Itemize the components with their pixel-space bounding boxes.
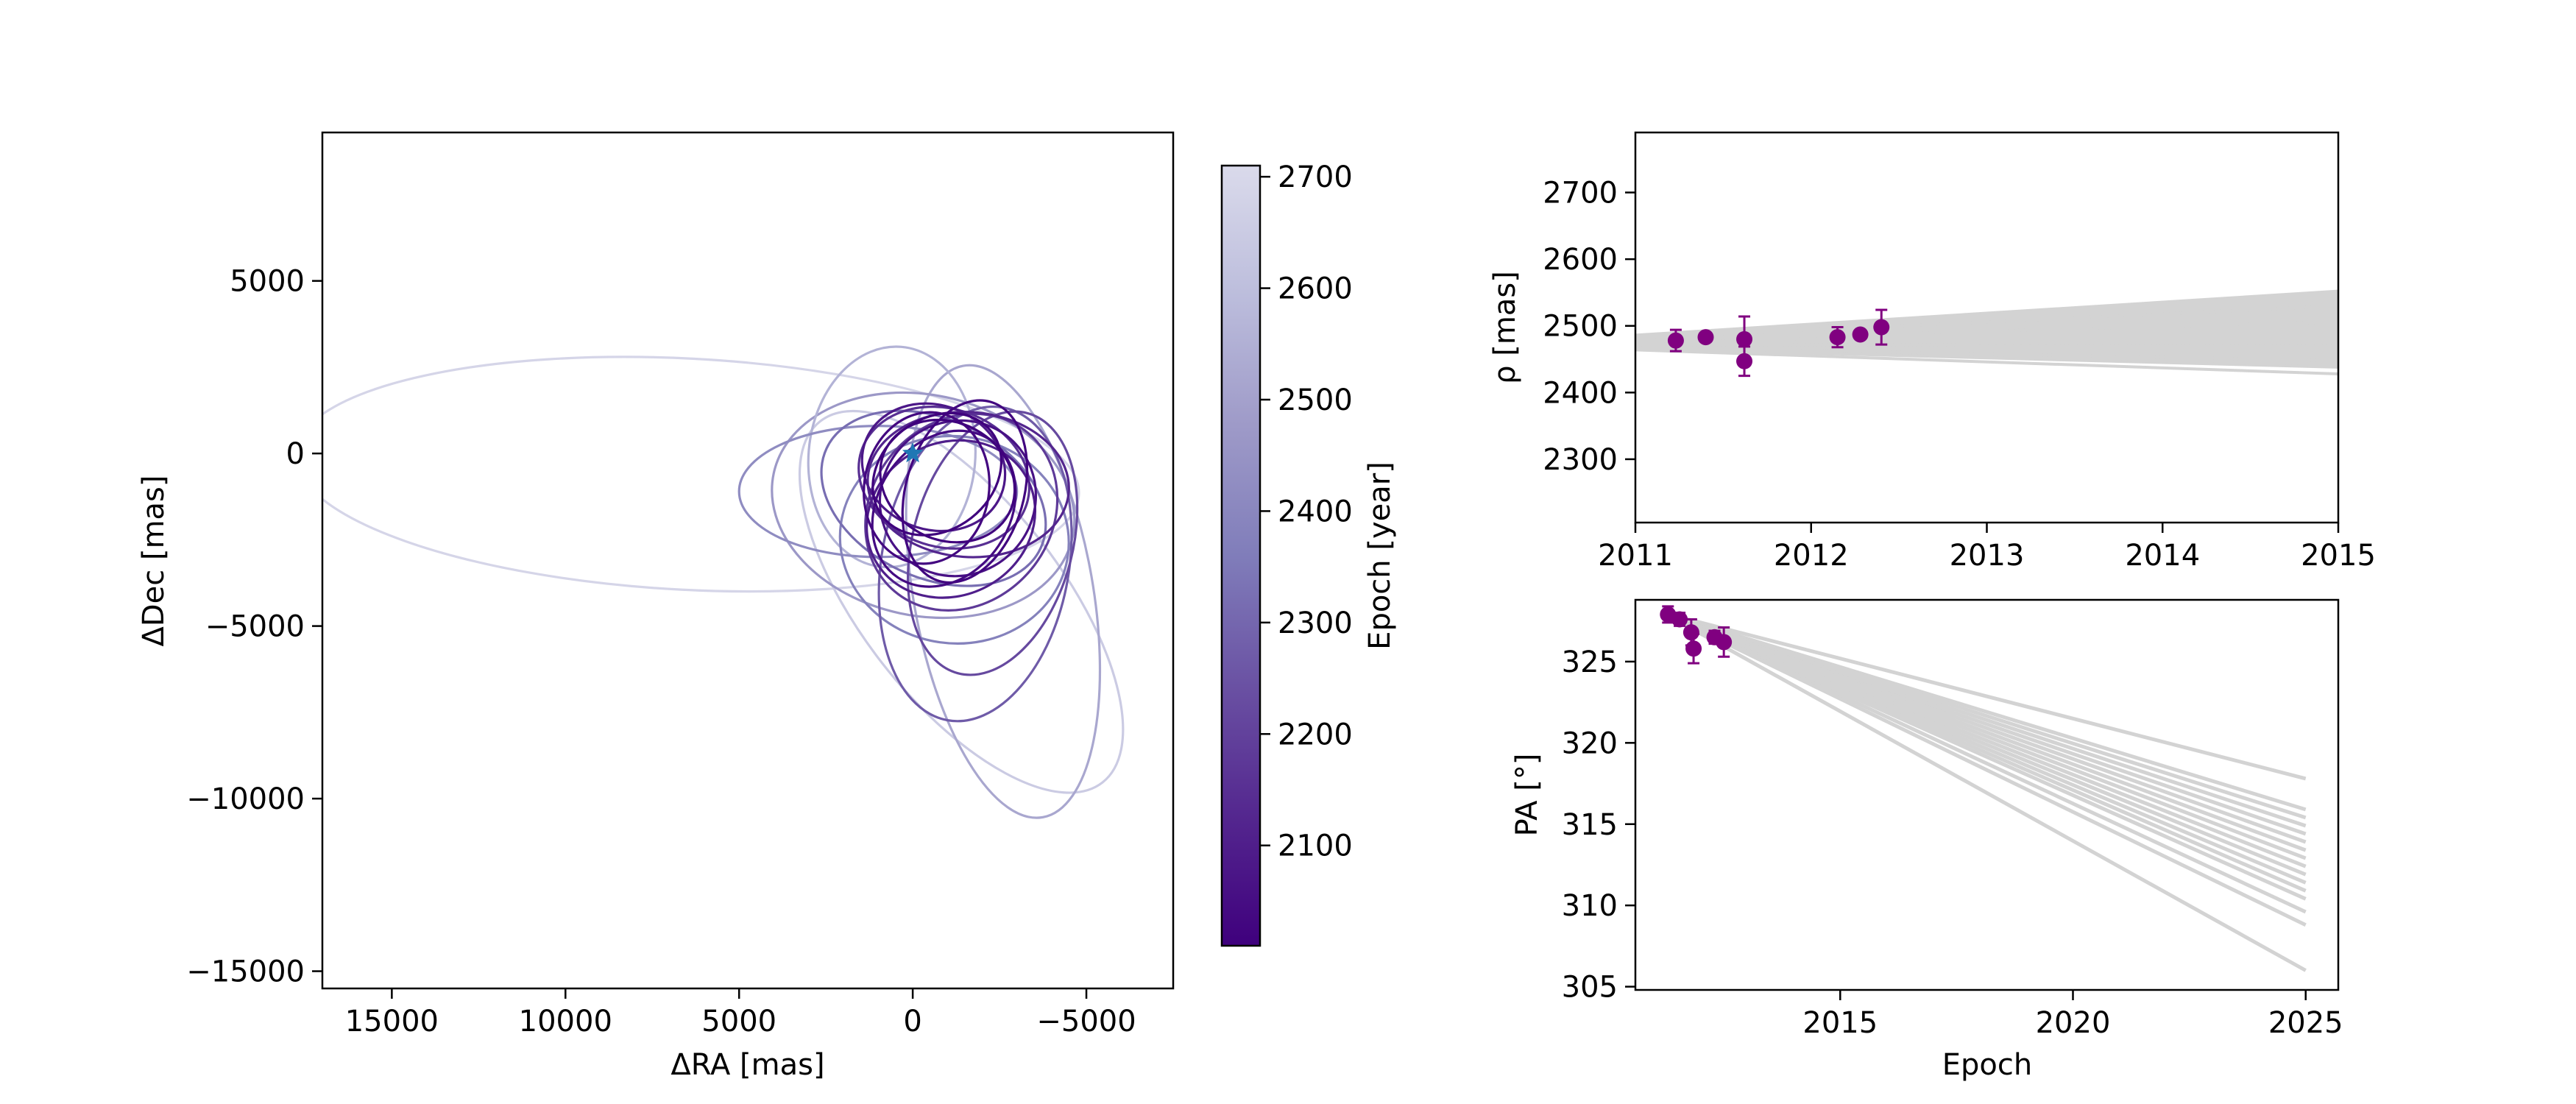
separation-y-tick-label: 2500 (1543, 310, 1618, 344)
orbit-x-tick-label: 5000 (701, 1005, 776, 1038)
separation-data-point (1697, 329, 1714, 346)
position-angle-y-axis-label: PA [°] (1510, 754, 1544, 837)
separation-model-track (1635, 343, 2338, 347)
position-angle-y-tick-label: 320 (1562, 726, 1618, 760)
position-angle-model-track (1662, 611, 2307, 901)
position-angle-x-tick-label: 2015 (1802, 1006, 1878, 1040)
separation-model-track (1635, 336, 2338, 345)
position-angle-y-tick-label: 305 (1562, 971, 1618, 1005)
position-angle-model-track (1662, 611, 2307, 914)
separation-data-point (1852, 326, 1869, 343)
orbit-track (879, 418, 1016, 544)
separation-data-point (1736, 330, 1753, 347)
separation-data-point (1667, 332, 1684, 349)
colorbar-tick-label: 2400 (1278, 495, 1353, 528)
separation-y-tick-label: 2600 (1543, 243, 1618, 277)
separation-data-point (1736, 353, 1753, 369)
position-angle-model-track (1662, 611, 2307, 972)
separation-x-tick-label: 2014 (2125, 539, 2200, 573)
separation-model-track (1635, 328, 2338, 344)
epoch-colorbar: 2100 2200 2300 2400 2500 2600 2700 Epoch [year… (1220, 160, 1397, 947)
orbit-track (878, 419, 1038, 578)
orbit-track (864, 412, 1059, 612)
orbit-x-tick-label: 0 (903, 1005, 921, 1038)
colorbar-frame (1220, 164, 1262, 947)
position-angle-model-track (1662, 611, 2307, 927)
orbit-x-tick-label: 15000 (345, 1005, 439, 1038)
orbit-y-tick-label: −10000 (186, 782, 305, 816)
orbit-y-tick-label: 5000 (230, 265, 305, 299)
position-angle-y-tick-label: 315 (1562, 808, 1618, 842)
orbit-track (901, 399, 1029, 584)
orbit-y-axis-label: ΔDec [mas] (137, 475, 171, 646)
orbit-track (798, 409, 1125, 794)
position-angle-plot-frame (1634, 598, 2340, 991)
orbit-x-axis-label: ΔRA [mas] (670, 1048, 824, 1082)
orbit-track (905, 364, 1102, 819)
orbit-x-tick-label: 10000 (519, 1005, 612, 1038)
position-angle-data-point (1671, 611, 1688, 628)
orbit-plot-frame (321, 131, 1175, 990)
separation-model-track (1635, 345, 2338, 362)
position-angle-x-axis-label: Epoch (1942, 1048, 2032, 1082)
separation-y-axis-label: ρ [mas] (1488, 271, 1522, 384)
position-angle-x-tick-label: 2020 (2036, 1006, 2111, 1040)
orbit-track (322, 355, 1080, 593)
separation-model-track (1635, 296, 2338, 339)
separation-y-tick-label: 2300 (1543, 443, 1618, 477)
position-angle-model-track (1663, 611, 2307, 781)
orbit-track (907, 410, 1079, 676)
separation-x-tick-label: 2013 (1950, 539, 2025, 573)
separation-model-track (1635, 320, 2338, 342)
colorbar-tick-label: 2300 (1278, 606, 1353, 640)
separation-model-track (1635, 289, 2338, 337)
position-angle-x-tick-label: 2025 (2268, 1006, 2343, 1040)
separation-data-point (1873, 319, 1890, 336)
separation-model-track (1635, 304, 2338, 339)
primary-star-marker (902, 442, 924, 463)
orbit-track (866, 411, 1070, 559)
separation-y-tick-label: 2400 (1543, 376, 1618, 410)
separation-data-point (1829, 329, 1846, 346)
colorbar-tick-label: 2200 (1278, 718, 1353, 751)
orbit-x-tick-label: −5000 (1036, 1005, 1136, 1038)
position-angle-y-tick-label: 310 (1562, 889, 1618, 923)
separation-x-tick-label: 2011 (1598, 539, 1673, 573)
position-angle-plot: 2015 2020 2025 305 310 315 320 325 Epoch PA [°] (1510, 598, 2343, 1082)
orbit-track (807, 345, 977, 569)
colorbar-tick-label: 2100 (1278, 829, 1353, 863)
colorbar-gradient (1222, 166, 1260, 946)
separation-model-track (1635, 344, 2338, 354)
orbit-y-tick-label: −5000 (205, 610, 305, 644)
position-angle-data-point (1682, 624, 1699, 641)
colorbar-label: Epoch [year] (1363, 461, 1397, 650)
colorbar-tick-label: 2600 (1278, 272, 1353, 306)
colorbar-tick-label: 2700 (1278, 160, 1353, 194)
orbit-y-tick-label: −15000 (186, 955, 305, 989)
separation-plot: 2011 2012 2013 2014 2015 2300 2400 2500 2600 2700… (1488, 131, 2376, 573)
separation-x-tick-label: 2012 (1774, 539, 1849, 573)
orbit-y-tick-label: 0 (286, 437, 305, 471)
separation-model-track (1635, 312, 2338, 341)
separation-model-track (1635, 347, 2338, 369)
orbit-plot: 15000 10000 5000 0 −5000 5000 0 −5000 −10000 −150… (137, 131, 1175, 1082)
separation-model-track (1635, 348, 2338, 375)
position-angle-data-point (1685, 640, 1702, 657)
colorbar-tick-label: 2500 (1278, 383, 1353, 417)
orbit-track (860, 402, 1007, 533)
separation-y-tick-label: 2700 (1543, 177, 1618, 210)
position-angle-y-tick-label: 325 (1562, 645, 1618, 679)
position-angle-data-point (1716, 634, 1733, 651)
separation-x-tick-label: 2015 (2301, 539, 2376, 573)
